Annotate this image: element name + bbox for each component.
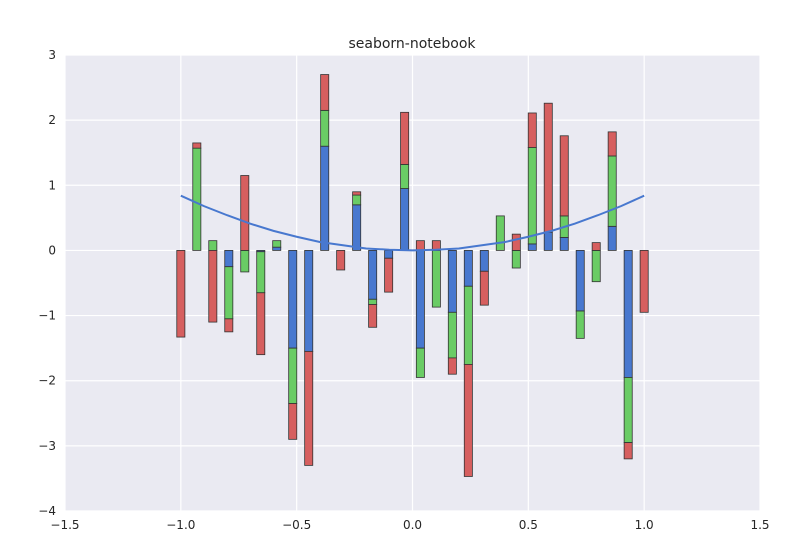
y-tick-label: 1 <box>48 178 56 192</box>
bar-segment <box>208 240 218 251</box>
plot-area: −1.5 −1.0 −0.5 0.0 0.5 1.0 1.5 −4 −3 −2 −1 0 1 2 3 <box>38 48 769 532</box>
y-tick-label: −2 <box>38 374 56 388</box>
trend-curve <box>180 194 645 252</box>
x-tick-label: 0.0 <box>403 518 422 532</box>
bar-segment <box>447 357 457 375</box>
bar-segment <box>320 145 330 251</box>
bar-segment <box>591 250 601 283</box>
bar-segment <box>559 135 569 217</box>
y-tick-label: −4 <box>38 504 56 518</box>
bar-segment <box>176 250 186 338</box>
bar-segment <box>639 250 649 313</box>
bar-segment <box>415 347 425 378</box>
bar-segment <box>224 266 234 320</box>
bar-segment <box>543 231 553 251</box>
bar-segment <box>607 131 617 157</box>
bar-segment <box>320 109 330 147</box>
bar-segment <box>623 377 633 444</box>
bar-segment <box>384 257 394 293</box>
bar-segment <box>240 175 250 251</box>
bar-segment <box>320 74 330 111</box>
x-tick-label: −1.5 <box>50 518 79 532</box>
bar-segment <box>352 204 362 251</box>
bar-segment <box>623 442 633 460</box>
bar-segment <box>575 250 585 312</box>
bar-segment <box>400 164 410 189</box>
bar-segment <box>527 112 537 148</box>
bar-segment <box>208 250 218 323</box>
bar-segment <box>527 243 537 251</box>
bar-segment <box>288 403 298 440</box>
bar-segment <box>192 147 202 251</box>
bar-segment <box>447 311 457 359</box>
x-tick-label: −0.5 <box>282 518 311 532</box>
bar-segment <box>559 236 569 251</box>
bar-segment <box>192 142 202 149</box>
y-tick-label: 2 <box>48 113 56 127</box>
x-tick-label: 1.5 <box>750 518 769 532</box>
bar-segment <box>368 304 378 328</box>
bar-segment <box>527 147 537 245</box>
bar-segment <box>623 250 633 378</box>
bar-segment <box>224 318 234 333</box>
bar-segment <box>336 250 346 271</box>
bar-segment <box>384 250 394 259</box>
bar-segment <box>575 310 585 339</box>
bar-segment <box>463 364 473 477</box>
bar-segment <box>272 246 282 251</box>
bar-segment <box>224 250 234 268</box>
bar-segment <box>463 250 473 287</box>
bar-segment <box>511 233 521 251</box>
bar-segment <box>431 250 441 308</box>
bar-segment <box>352 191 362 196</box>
bar-segment <box>288 347 298 404</box>
bar-segment <box>479 270 489 306</box>
y-tick-label: −1 <box>38 309 56 323</box>
chart-title: seaborn-notebook <box>348 36 476 52</box>
bar-segment <box>511 250 521 269</box>
bar-segment <box>479 250 489 272</box>
bar-segment <box>400 188 410 251</box>
bar-segment <box>415 250 425 349</box>
bar-segment <box>463 285 473 365</box>
bar-segment <box>368 250 378 300</box>
bar-segment <box>591 242 601 251</box>
y-tick-label: 3 <box>48 48 56 62</box>
bar-segment <box>272 240 282 248</box>
x-tick-label: 0.5 <box>519 518 538 532</box>
bar-segment <box>240 250 250 273</box>
y-tick-label: 0 <box>48 243 56 257</box>
bar-segment <box>447 250 457 313</box>
bar-segment <box>288 250 298 349</box>
bar-segment <box>415 240 425 251</box>
bar-segment <box>304 350 314 466</box>
x-tick-label: −1.0 <box>166 518 195 532</box>
bar-segment <box>495 215 505 251</box>
bar-segment <box>607 155 617 227</box>
x-tick-label: 1.0 <box>635 518 654 532</box>
bar-segment <box>256 292 266 356</box>
bar-segment <box>607 225 617 251</box>
bar-segment <box>256 251 266 294</box>
bar-segment <box>352 194 362 206</box>
bar-segment <box>400 111 410 165</box>
bar-segment <box>368 298 378 305</box>
y-tick-label: −3 <box>38 439 56 453</box>
bar-segment <box>304 250 314 352</box>
bar-segment <box>543 102 553 233</box>
